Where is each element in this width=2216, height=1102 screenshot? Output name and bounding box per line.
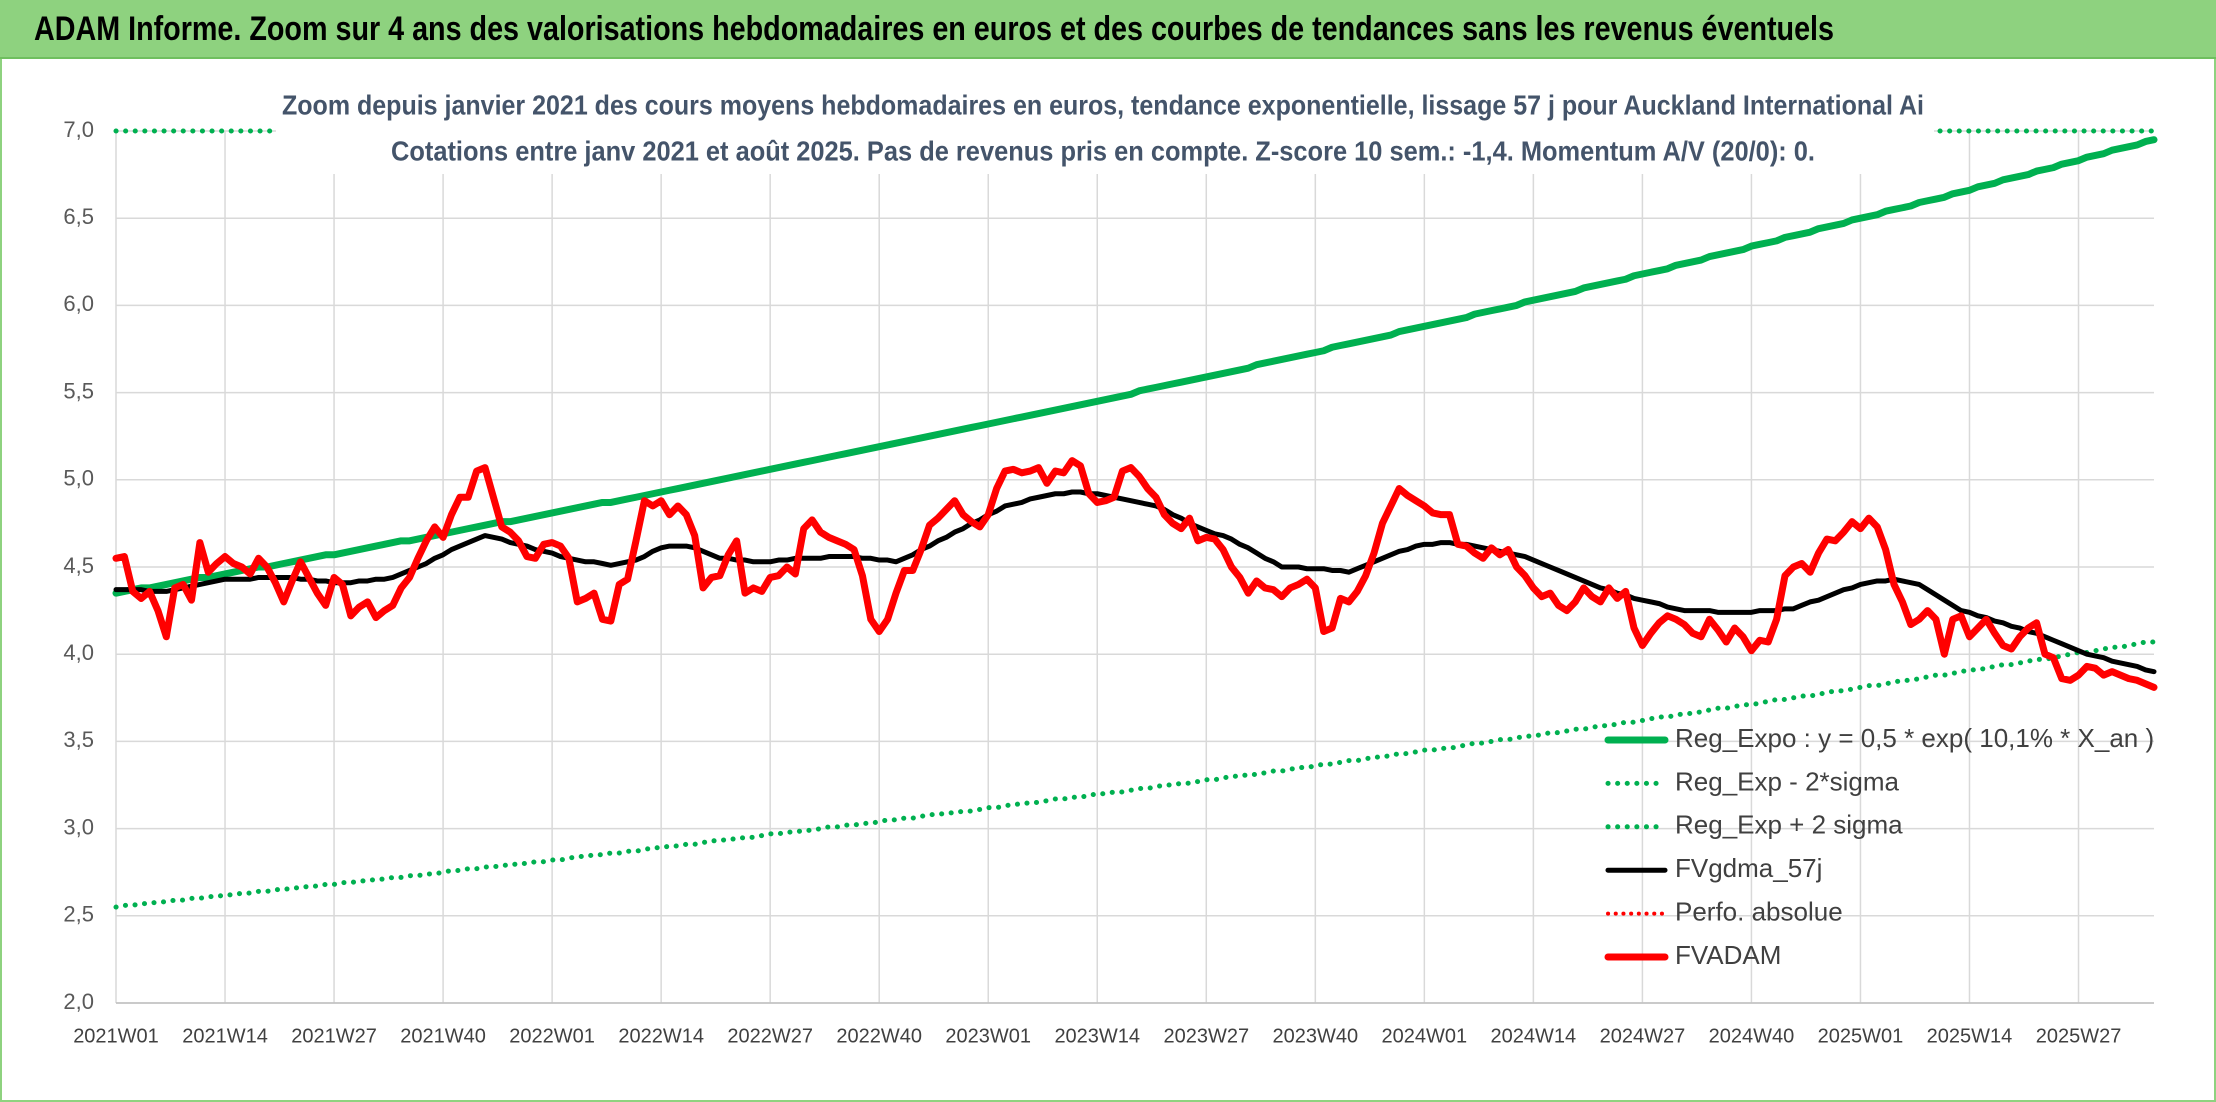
x-tick-label: 2025W27: [2036, 1025, 2122, 1047]
chart-title: Zoom depuis janvier 2021 des cours moyen…: [282, 89, 1924, 120]
y-tick-label: 4,0: [63, 640, 94, 665]
legend-label: Reg_Exp - 2*sigma: [1675, 766, 1900, 796]
x-tick-label: 2024W14: [1491, 1025, 1577, 1047]
y-tick-label: 6,0: [63, 291, 94, 316]
legend-label: FVADAM: [1675, 940, 1781, 970]
y-tick-label: 5,5: [63, 378, 94, 403]
header-band: [0, 0, 2216, 58]
title-box: [276, 84, 1934, 174]
x-tick-label: 2024W27: [1600, 1025, 1686, 1047]
series-line: [112, 136, 2158, 597]
legend-label: Reg_Expo : y = 0,5 * exp( 10,1% * X_an ): [1675, 723, 2154, 753]
x-tick-label: 2021W40: [400, 1025, 486, 1047]
x-tick-label: 2023W14: [1054, 1025, 1140, 1047]
x-tick-label: 2022W14: [618, 1025, 704, 1047]
series-line: [112, 457, 2158, 691]
x-tick-label: 2023W01: [945, 1025, 1031, 1047]
y-tick-label: 7,0: [63, 117, 94, 142]
y-tick-label: 6,5: [63, 204, 94, 229]
y-tick-label: 3,0: [63, 814, 94, 839]
header-title: ADAM Informe. Zoom sur 4 ans des valoris…: [34, 10, 1834, 48]
x-tick-label: 2022W01: [509, 1025, 595, 1047]
legend-label: Perfo. absolue: [1675, 896, 1843, 926]
series-line: [113, 489, 2157, 675]
x-tick-label: 2021W27: [291, 1025, 377, 1047]
x-tick-label: 2021W01: [73, 1025, 159, 1047]
chart-subtitle: Cotations entre janv 2021 et août 2025. …: [391, 135, 1815, 166]
x-tick-label: 2022W40: [836, 1025, 922, 1047]
x-tick-label: 2023W27: [1163, 1025, 1249, 1047]
series-line: [113, 639, 2157, 910]
y-tick-label: 5,0: [63, 466, 94, 491]
legend-label: FVgdma_57j: [1675, 853, 1822, 883]
x-tick-label: 2025W14: [1927, 1025, 2013, 1047]
x-tick-label: 2021W14: [182, 1025, 268, 1047]
x-tick-label: 2023W40: [1273, 1025, 1359, 1047]
y-tick-label: 4,5: [63, 553, 94, 578]
y-tick-label: 2,0: [63, 989, 94, 1014]
y-tick-label: 2,5: [63, 902, 94, 927]
y-tick-label: 3,5: [63, 727, 94, 752]
x-tick-label: 2025W01: [1818, 1025, 1904, 1047]
x-tick-label: 2024W40: [1709, 1025, 1795, 1047]
x-tick-label: 2022W27: [727, 1025, 813, 1047]
x-tick-label: 2024W01: [1382, 1025, 1468, 1047]
legend-label: Reg_Exp + 2 sigma: [1675, 810, 1903, 840]
